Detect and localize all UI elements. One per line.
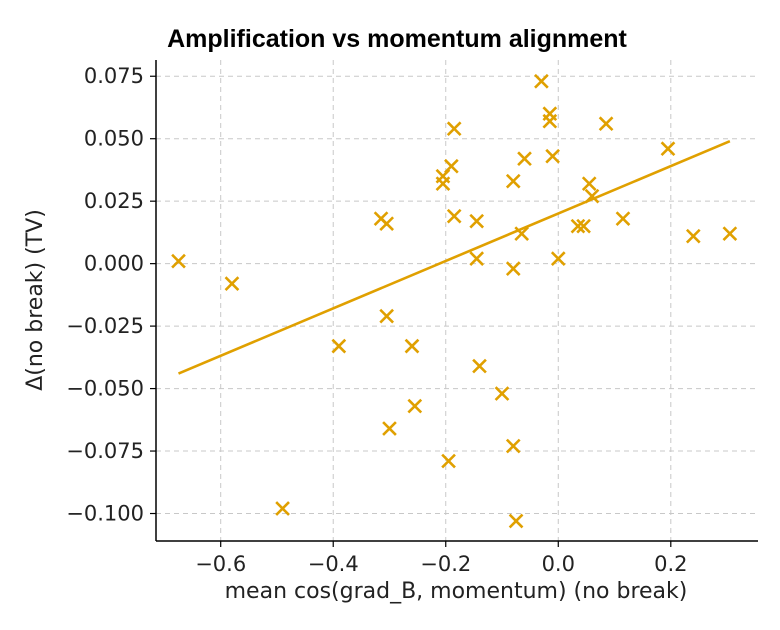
x-tick-label: 0.0	[542, 552, 575, 576]
x-tick-label: 0.2	[654, 552, 687, 576]
data-point-stroke	[722, 226, 738, 241]
data-point-stroke	[331, 338, 347, 354]
data-point-stroke	[660, 141, 676, 157]
data-point	[542, 113, 558, 129]
y-tick-label: 0.050	[84, 127, 144, 151]
data-point-stroke	[446, 121, 462, 137]
data-point	[446, 121, 462, 137]
data-point-stroke	[545, 148, 560, 164]
data-point	[517, 151, 532, 167]
data-point-stroke	[446, 208, 462, 224]
data-point-stroke	[517, 151, 532, 167]
data-point	[722, 226, 738, 241]
data-point	[615, 211, 631, 227]
data-point	[379, 216, 395, 232]
data-point-stroke	[550, 251, 566, 266]
data-point-stroke	[379, 216, 395, 232]
data-point	[505, 438, 521, 454]
data-point	[685, 228, 701, 244]
data-point	[275, 501, 290, 516]
data-point-stroke	[407, 398, 423, 414]
data-point	[545, 148, 560, 164]
data-point	[581, 176, 597, 192]
y-tick-label: −0.075	[66, 439, 144, 463]
data-point	[550, 251, 566, 266]
data-point	[382, 421, 397, 436]
axes	[150, 60, 758, 547]
data-point	[472, 358, 487, 374]
data-point	[379, 308, 395, 324]
trend-line	[177, 140, 731, 375]
y-axis-label: Δ(no break) (TV)	[23, 209, 48, 391]
data-point-stroke	[584, 188, 600, 204]
data-point	[505, 261, 521, 276]
grid-lines	[156, 60, 758, 541]
data-point-stroke	[382, 421, 397, 436]
data-point	[441, 453, 456, 469]
data-point	[404, 338, 420, 354]
data-point-stroke	[404, 338, 420, 354]
y-tick-label: −0.025	[66, 314, 144, 338]
data-point-stroke	[508, 513, 524, 529]
data-point	[407, 398, 423, 414]
x-tick-label: −0.4	[308, 552, 359, 576]
data-point-stroke	[576, 218, 591, 234]
data-point	[446, 208, 462, 224]
data-point	[598, 116, 614, 132]
data-point-stroke	[379, 308, 395, 324]
data-point-stroke	[435, 176, 451, 192]
x-tick-label: −0.6	[195, 552, 246, 576]
x-axis-label: mean cos(grad_B, momentum) (no break)	[225, 579, 688, 604]
data-point-stroke	[505, 261, 521, 276]
data-point	[505, 173, 521, 189]
data-point-stroke	[581, 176, 597, 192]
tick-labels: −0.6 −0.4 −0.2 0.0 0.2 0.075 0.050 0.025 0.000 −0…	[66, 64, 687, 576]
y-tick-label: 0.075	[84, 64, 144, 88]
data-point-stroke	[469, 251, 485, 266]
data-point-stroke	[598, 116, 614, 132]
data-point-stroke	[534, 73, 549, 89]
data-point-stroke	[615, 211, 631, 227]
x-tick-label: −0.2	[420, 552, 471, 576]
data-point-stroke	[444, 158, 459, 174]
data-point	[494, 386, 510, 401]
data-point	[469, 251, 485, 266]
data-point-stroke	[505, 438, 521, 454]
data-point	[584, 188, 600, 204]
data-point	[514, 226, 530, 241]
y-tick-label: 0.025	[84, 189, 144, 213]
data-point	[534, 73, 549, 89]
data-point-stroke	[494, 386, 510, 401]
data-point-stroke	[275, 501, 290, 516]
chart-title: Amplification vs momentum alignment	[167, 25, 627, 53]
data-point	[444, 158, 459, 174]
data-points	[171, 73, 738, 529]
data-point	[576, 218, 591, 234]
y-tick-label: −0.050	[66, 377, 144, 401]
data-point	[224, 276, 240, 291]
data-point-stroke	[505, 173, 521, 189]
data-point	[469, 213, 485, 229]
data-point-stroke	[171, 253, 186, 269]
data-point	[171, 253, 186, 269]
y-tick-label: −0.100	[66, 502, 144, 526]
data-point-stroke	[469, 213, 485, 229]
data-point	[331, 338, 347, 354]
y-tick-label: 0.000	[84, 252, 144, 276]
data-point-stroke	[472, 358, 487, 374]
data-point	[435, 176, 451, 192]
data-point	[660, 141, 676, 157]
data-point-stroke	[224, 276, 240, 291]
data-point-stroke	[514, 226, 530, 241]
trendline-group	[177, 140, 731, 375]
data-point-stroke	[685, 228, 701, 244]
data-point-stroke	[542, 113, 558, 129]
data-point	[508, 513, 524, 529]
data-point-stroke	[441, 453, 456, 469]
